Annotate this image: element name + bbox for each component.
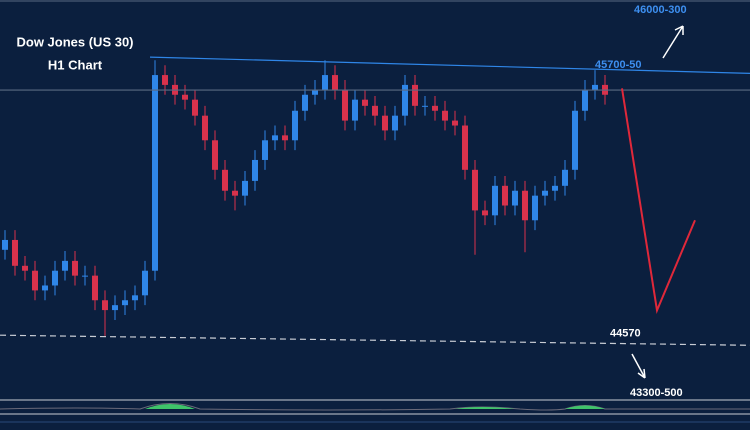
candle-body [122, 300, 128, 306]
candle-body [472, 169, 478, 211]
candle-body [542, 190, 548, 196]
candle-body [432, 105, 438, 111]
indicator-panel [0, 399, 750, 423]
candle-body [332, 75, 338, 90]
annotation: 45700-50 [595, 59, 642, 71]
candle-body [182, 94, 188, 100]
candle-body [452, 120, 458, 126]
annotation: 46000-300 [634, 4, 687, 16]
candle-body [2, 239, 8, 250]
candle-body [422, 105, 428, 107]
candle-body [312, 89, 318, 95]
candle-body [342, 89, 348, 121]
chart-title: Dow Jones (US 30) [16, 34, 133, 49]
candle-body [102, 300, 108, 311]
candle-body [322, 75, 328, 90]
candle-body [532, 195, 538, 221]
candle-body [462, 125, 468, 170]
candle-body [12, 239, 18, 266]
candle-body [352, 99, 358, 121]
candle-body [482, 210, 488, 216]
candle-body [272, 135, 278, 141]
candle-body [572, 110, 578, 170]
candle-body [132, 295, 138, 301]
candle-body [362, 99, 368, 106]
candle-body [52, 270, 58, 286]
candle-body [62, 260, 68, 271]
candle-body [412, 84, 418, 106]
candle-body [242, 180, 248, 196]
candle-body [32, 270, 38, 291]
indicator-histogram [145, 404, 605, 409]
candle-body [282, 135, 288, 141]
candle-body [442, 110, 448, 121]
candle-body [82, 275, 88, 277]
candle-body [502, 185, 508, 206]
arrow-down [631, 353, 646, 379]
candle-body [22, 265, 28, 271]
candle-body [372, 105, 378, 116]
candle-body [592, 84, 598, 90]
candle-body [162, 75, 168, 85]
candle-body [492, 185, 498, 216]
candle-body [582, 89, 588, 111]
candle-body [212, 140, 218, 170]
candle-body [522, 190, 528, 221]
drawn-line [621, 88, 696, 314]
annotation: 44570 [610, 327, 641, 339]
candle-body [392, 115, 398, 131]
candle-body [192, 99, 198, 116]
candle-body [142, 270, 148, 296]
candle-body [152, 75, 158, 271]
indicator-line [0, 403, 750, 411]
candle-body [382, 115, 388, 131]
candle-body [512, 190, 518, 206]
candle-body [552, 185, 558, 191]
annotation: 43300-500 [630, 387, 683, 399]
candle-body [222, 169, 228, 191]
candle-body [72, 260, 78, 276]
candle-body [92, 275, 98, 301]
arrows [631, 25, 684, 379]
candle-body [42, 285, 48, 291]
candle-body [402, 84, 408, 116]
candle-body [262, 140, 268, 160]
arrow-up [662, 25, 684, 59]
candle-body [202, 115, 208, 141]
chart-subtitle: H1 Chart [48, 57, 103, 72]
candle-body [562, 169, 568, 186]
drawn-line [149, 56, 750, 74]
candle-body [252, 159, 258, 181]
candle-body [292, 110, 298, 141]
candle-body [232, 190, 238, 196]
candle-body [302, 94, 308, 111]
candle-body [112, 305, 118, 311]
drawn-line [0, 334, 750, 346]
